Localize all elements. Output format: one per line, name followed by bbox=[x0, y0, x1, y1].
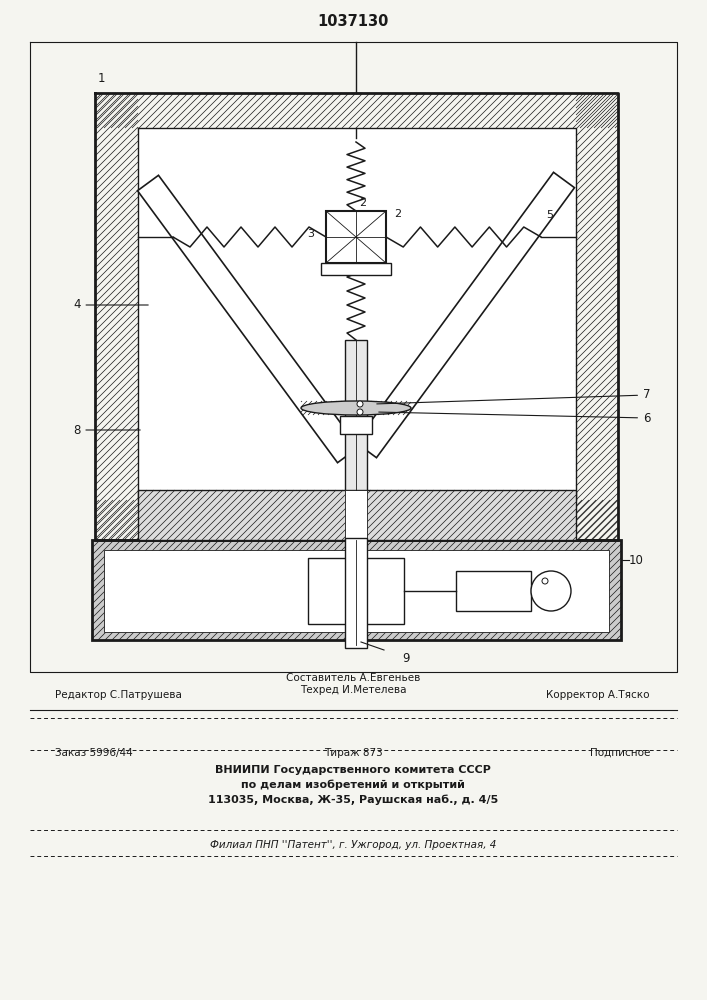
Text: Составитель А.Евгеньев
Техред И.Метелева: Составитель А.Евгеньев Техред И.Метелева bbox=[286, 673, 420, 695]
Ellipse shape bbox=[301, 401, 411, 415]
Text: Тираж 873: Тираж 873 bbox=[324, 748, 382, 758]
Bar bbox=[345, 340, 367, 490]
Text: Филиал ПНП ''Патент'', г. Ужгород, ул. Проектная, 4: Филиал ПНП ''Патент'', г. Ужгород, ул. П… bbox=[210, 840, 496, 850]
Text: 2: 2 bbox=[359, 198, 366, 208]
Text: Редактор С.Патрушева: Редактор С.Патрушева bbox=[55, 690, 182, 700]
Text: 1: 1 bbox=[98, 72, 105, 85]
Bar bbox=[456, 571, 531, 611]
Bar bbox=[340, 416, 372, 434]
Text: 8: 8 bbox=[73, 424, 140, 436]
Text: 113035, Москва, Ж-35, Раушская наб., д. 4/5: 113035, Москва, Ж-35, Раушская наб., д. … bbox=[208, 794, 498, 805]
Bar bbox=[138, 490, 576, 540]
Text: 1037130: 1037130 bbox=[317, 14, 389, 29]
Text: 10: 10 bbox=[629, 554, 644, 566]
Bar bbox=[345, 538, 367, 648]
Text: 3: 3 bbox=[307, 229, 314, 239]
Text: Подписное: Подписное bbox=[590, 748, 650, 758]
Text: 2: 2 bbox=[394, 209, 401, 219]
Bar bbox=[321, 263, 391, 275]
Bar bbox=[308, 558, 404, 624]
Text: Заказ 5996/44: Заказ 5996/44 bbox=[55, 748, 133, 758]
Text: по делам изобретений и открытий: по делам изобретений и открытий bbox=[241, 780, 465, 790]
Text: 5: 5 bbox=[546, 210, 553, 220]
Text: ВНИИПИ Государственного комитета СССР: ВНИИПИ Государственного комитета СССР bbox=[215, 765, 491, 775]
Text: 7: 7 bbox=[377, 388, 650, 404]
Bar bbox=[345, 490, 367, 540]
Polygon shape bbox=[138, 175, 358, 463]
Circle shape bbox=[531, 571, 571, 611]
Bar bbox=[92, 540, 621, 640]
Text: Корректор А.Тяско: Корректор А.Тяско bbox=[547, 690, 650, 700]
Circle shape bbox=[542, 578, 548, 584]
Polygon shape bbox=[356, 172, 575, 458]
Text: 9: 9 bbox=[402, 652, 410, 665]
Circle shape bbox=[357, 409, 363, 415]
Text: 6: 6 bbox=[379, 412, 650, 424]
Text: 4: 4 bbox=[73, 298, 148, 312]
Bar bbox=[326, 211, 386, 263]
Polygon shape bbox=[138, 128, 576, 500]
Bar bbox=[104, 550, 609, 632]
Circle shape bbox=[357, 401, 363, 407]
